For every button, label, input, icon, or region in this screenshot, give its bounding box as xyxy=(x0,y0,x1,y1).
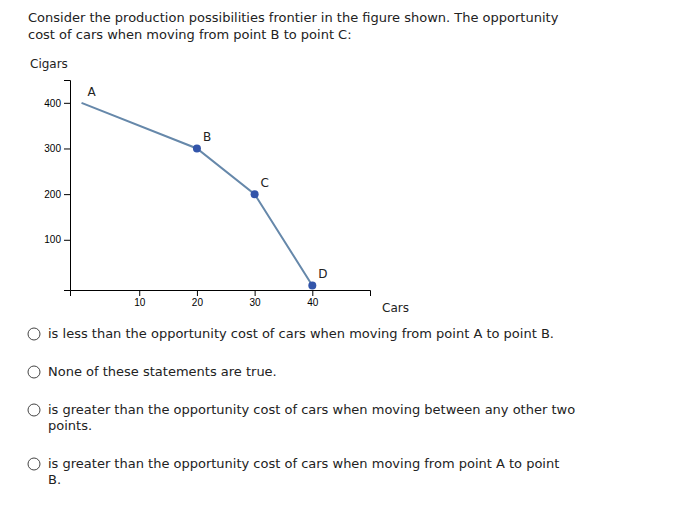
y-tick-mark xyxy=(64,103,70,104)
y-tick-label: 200 xyxy=(44,189,61,200)
radio-button xyxy=(28,458,40,470)
chart: Consider the production possibilities fr… xyxy=(0,0,700,523)
point xyxy=(193,144,201,152)
point-label: A xyxy=(88,85,97,99)
y-tick: 400 xyxy=(44,98,70,109)
x-tick-mark xyxy=(139,290,140,296)
x-tick-mark xyxy=(312,290,313,296)
x-axis-line xyxy=(71,291,371,297)
point-labels: A B C D xyxy=(88,85,328,282)
y-axis: 100 200 300 400 xyxy=(44,81,70,291)
option-text: is less than the opportunity cost of car… xyxy=(48,326,554,341)
point-label: B xyxy=(203,130,211,144)
x-tick: 10 xyxy=(134,290,146,308)
y-tick: 100 xyxy=(44,234,70,245)
x-tick-label: 10 xyxy=(134,297,146,308)
x-tick: 20 xyxy=(192,290,204,308)
radio-button xyxy=(28,366,40,378)
x-tick-label: 20 xyxy=(192,297,204,308)
y-tick: 300 xyxy=(44,143,70,154)
option-text: is greater than the opportunity cost of … xyxy=(48,456,559,487)
y-tick-label: 100 xyxy=(44,234,61,245)
point xyxy=(251,190,259,198)
y-tick-mark xyxy=(64,148,70,149)
x-tick-mark xyxy=(197,290,198,296)
x-tick: 30 xyxy=(250,290,262,308)
x-axis-title: Cars xyxy=(382,301,409,315)
title: Consider the production possibilities fr… xyxy=(28,10,559,25)
plot-area xyxy=(82,103,317,290)
point xyxy=(308,281,316,289)
y-tick-mark xyxy=(64,240,70,241)
x-tick-label: 40 xyxy=(307,297,319,308)
option-text: None of these statements are true. xyxy=(48,364,277,379)
y-tick-label: 400 xyxy=(44,98,61,109)
option-text: is greater than the opportunity cost of … xyxy=(48,402,575,433)
y-axis-line xyxy=(64,81,71,291)
options: is less than the opportunity cost of car… xyxy=(28,326,575,487)
x-tick-label: 30 xyxy=(250,297,262,308)
radio-button xyxy=(28,404,40,416)
line xyxy=(82,103,313,286)
radio-button xyxy=(28,328,40,340)
x-tick-mark xyxy=(255,290,256,296)
y-tick-mark xyxy=(64,194,70,195)
x-tick: 40 xyxy=(307,290,319,308)
y-axis-title: Cigars xyxy=(30,57,68,71)
title: cost of cars when moving from point B to… xyxy=(28,27,352,42)
y-tick-label: 300 xyxy=(44,143,61,154)
point-label: C xyxy=(261,176,269,190)
point-label: D xyxy=(318,267,327,281)
y-tick: 200 xyxy=(44,189,70,200)
x-axis: 10 20 30 40 xyxy=(71,290,371,308)
